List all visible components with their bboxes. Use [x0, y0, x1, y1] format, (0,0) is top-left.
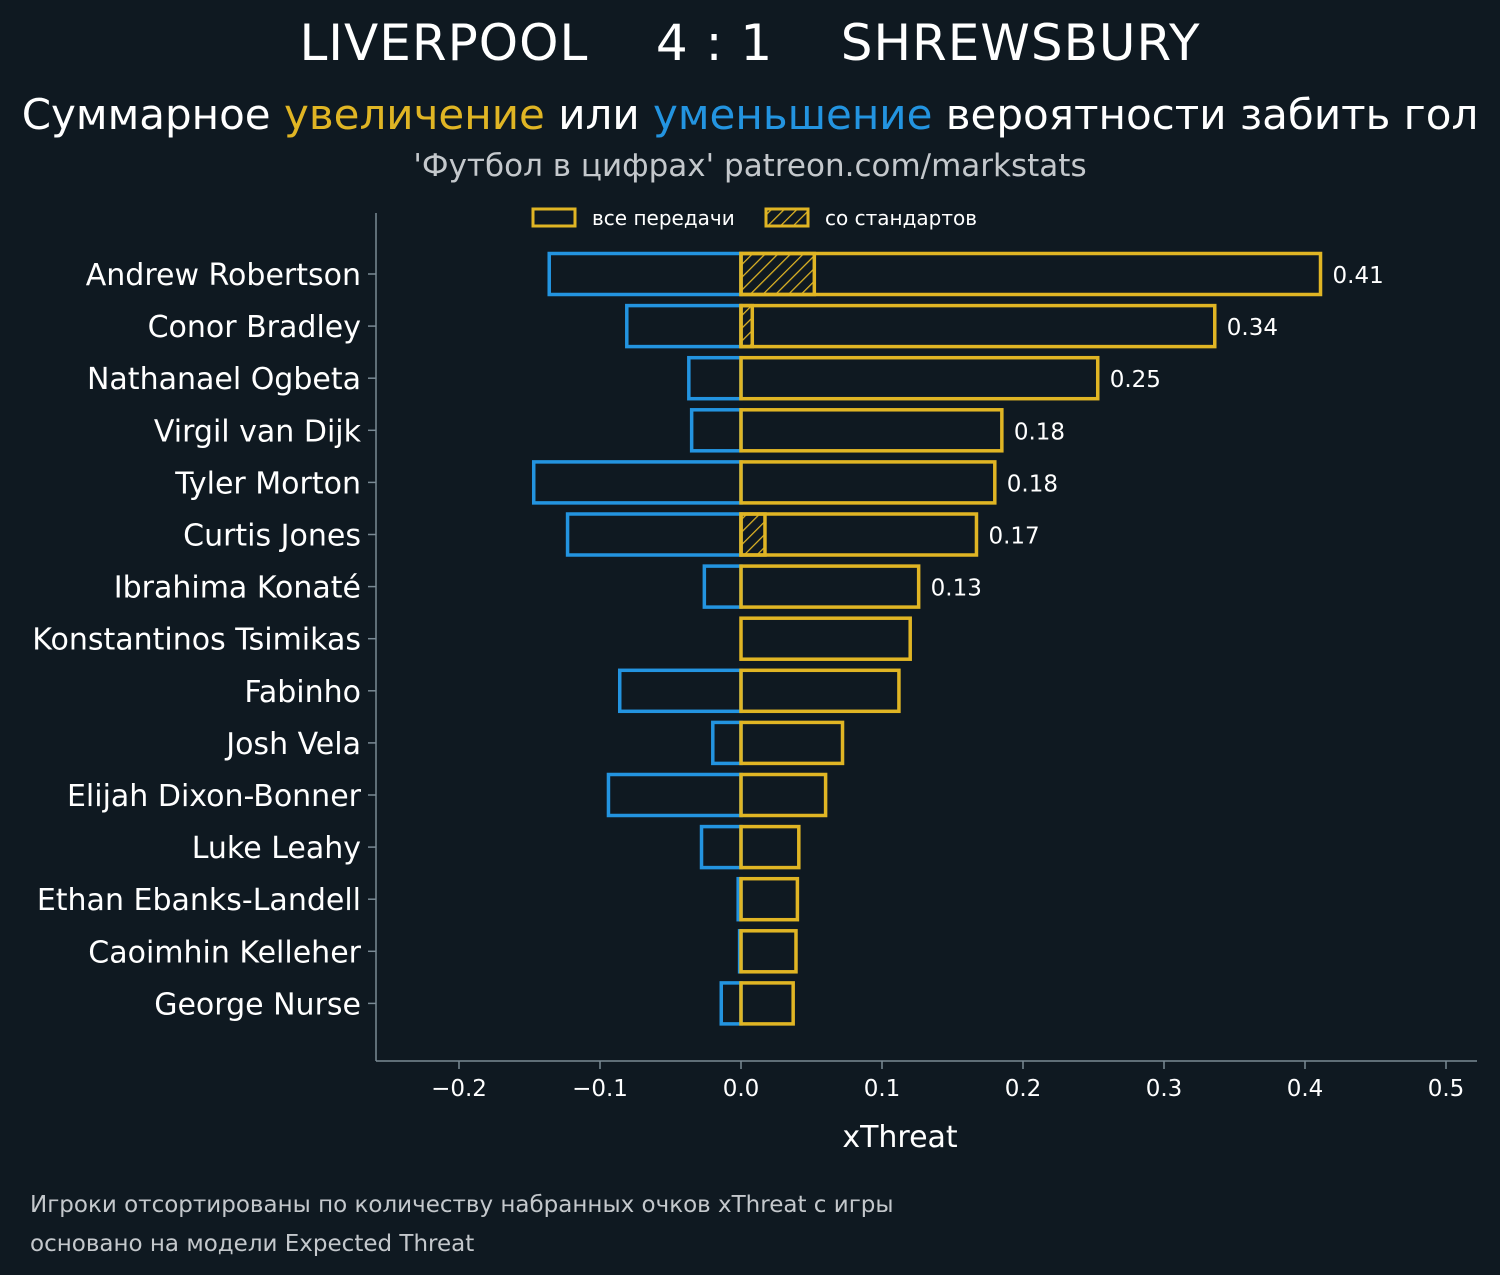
x-axis-label: xThreat	[842, 1120, 958, 1155]
player-label: Ibrahima Konaté	[114, 571, 361, 606]
player-label: Conor Bradley	[148, 310, 361, 345]
player-label: Caoimhin Kelleher	[88, 935, 361, 970]
value-label: 0.13	[931, 576, 982, 602]
player-label: Konstantinos Tsimikas	[32, 623, 361, 658]
x-tick-label: 0.5	[1428, 1076, 1465, 1102]
subtitle-part3: вероятности забить гол	[932, 90, 1479, 139]
away-team: SHREWSBURY	[840, 14, 1201, 72]
credit-line: 'Футбол в цифрах' patreon.com/markstats	[413, 148, 1087, 184]
player-label: Curtis Jones	[183, 519, 361, 554]
player-label: Luke Leahy	[192, 831, 361, 866]
increase-bar	[739, 564, 921, 609]
footnote-line-2: основано на модели Expected Threat	[30, 1231, 475, 1257]
decrease-bar	[617, 668, 743, 714]
player-label: Ethan Ebanks-Landell	[37, 883, 361, 918]
decrease-bar	[625, 303, 743, 349]
decrease-bar	[547, 251, 743, 297]
value-label: 0.41	[1333, 263, 1384, 289]
home-team: LIVERPOOL	[299, 14, 589, 72]
increase-bar	[739, 616, 912, 661]
subtitle-part1: Суммарное	[21, 90, 284, 139]
chart-subtitle: Суммарное увеличение или уменьшение веро…	[0, 90, 1500, 139]
x-tick-label: 0.4	[1287, 1076, 1324, 1102]
decrease-bar	[699, 824, 743, 870]
subtitle-increase: увеличение	[284, 90, 545, 139]
increase-bar	[739, 720, 845, 766]
increase-bar	[739, 929, 798, 974]
set-piece-bar	[739, 251, 817, 297]
decrease-bar	[689, 408, 743, 453]
decrease-bar	[565, 512, 743, 557]
increase-bar	[739, 512, 979, 557]
legend-label-all: все передачи	[592, 206, 735, 230]
subtitle-decrease: уменьшение	[652, 90, 933, 139]
x-tick-label: −0.1	[572, 1076, 628, 1102]
decrease-bar	[531, 460, 743, 505]
legend-label-set-piece: со стандартов	[825, 206, 977, 230]
increase-bar	[739, 355, 1100, 401]
value-label: 0.34	[1227, 315, 1278, 341]
x-tick-label: −0.2	[431, 1076, 487, 1102]
increase-bar	[739, 772, 828, 818]
x-tick-label: 0.0	[723, 1076, 760, 1102]
player-label: Elijah Dixon-Bonner	[67, 779, 362, 814]
legend-swatch-set-piece	[764, 207, 810, 228]
footnote: Игроки отсортированы по количеству набра…	[30, 1186, 894, 1264]
x-tick-label: 0.3	[1146, 1076, 1183, 1102]
set-piece-bar	[739, 512, 767, 557]
player-label: Josh Vela	[224, 727, 361, 762]
subtitle-part2: или	[544, 90, 653, 139]
player-label: Nathanael Ogbeta	[87, 362, 361, 397]
player-label: George Nurse	[154, 987, 361, 1022]
chart-title: LIVERPOOL 4 : 1 SHREWSBURY	[0, 14, 1500, 72]
x-tick-label: 0.2	[1005, 1076, 1042, 1102]
decrease-bar	[711, 720, 743, 766]
increase-bar	[739, 251, 1323, 297]
decrease-bar	[687, 355, 743, 401]
value-label: 0.18	[1007, 471, 1058, 497]
increase-bar	[739, 408, 1004, 453]
increase-bar	[739, 303, 1217, 349]
decrease-bar	[606, 772, 743, 818]
value-label: 0.25	[1110, 367, 1161, 393]
footnote-line-1: Игроки отсортированы по количеству набра…	[30, 1192, 894, 1218]
increase-bar	[739, 460, 997, 505]
player-label: Andrew Robertson	[86, 258, 361, 293]
x-tick-label: 0.1	[864, 1076, 901, 1102]
player-label: Tyler Morton	[174, 466, 361, 501]
increase-bar	[739, 824, 801, 870]
player-label: Fabinho	[244, 675, 361, 710]
decrease-bar	[719, 981, 743, 1026]
increase-bar	[739, 981, 795, 1026]
score: 4 : 1	[655, 14, 774, 72]
increase-bar	[739, 876, 800, 922]
value-label: 0.18	[1014, 419, 1065, 445]
decrease-bar	[702, 564, 743, 609]
increase-bar	[739, 668, 901, 714]
player-label: Virgil van Dijk	[154, 414, 362, 449]
legend-swatch-all	[531, 207, 577, 228]
value-label: 0.17	[988, 524, 1039, 550]
